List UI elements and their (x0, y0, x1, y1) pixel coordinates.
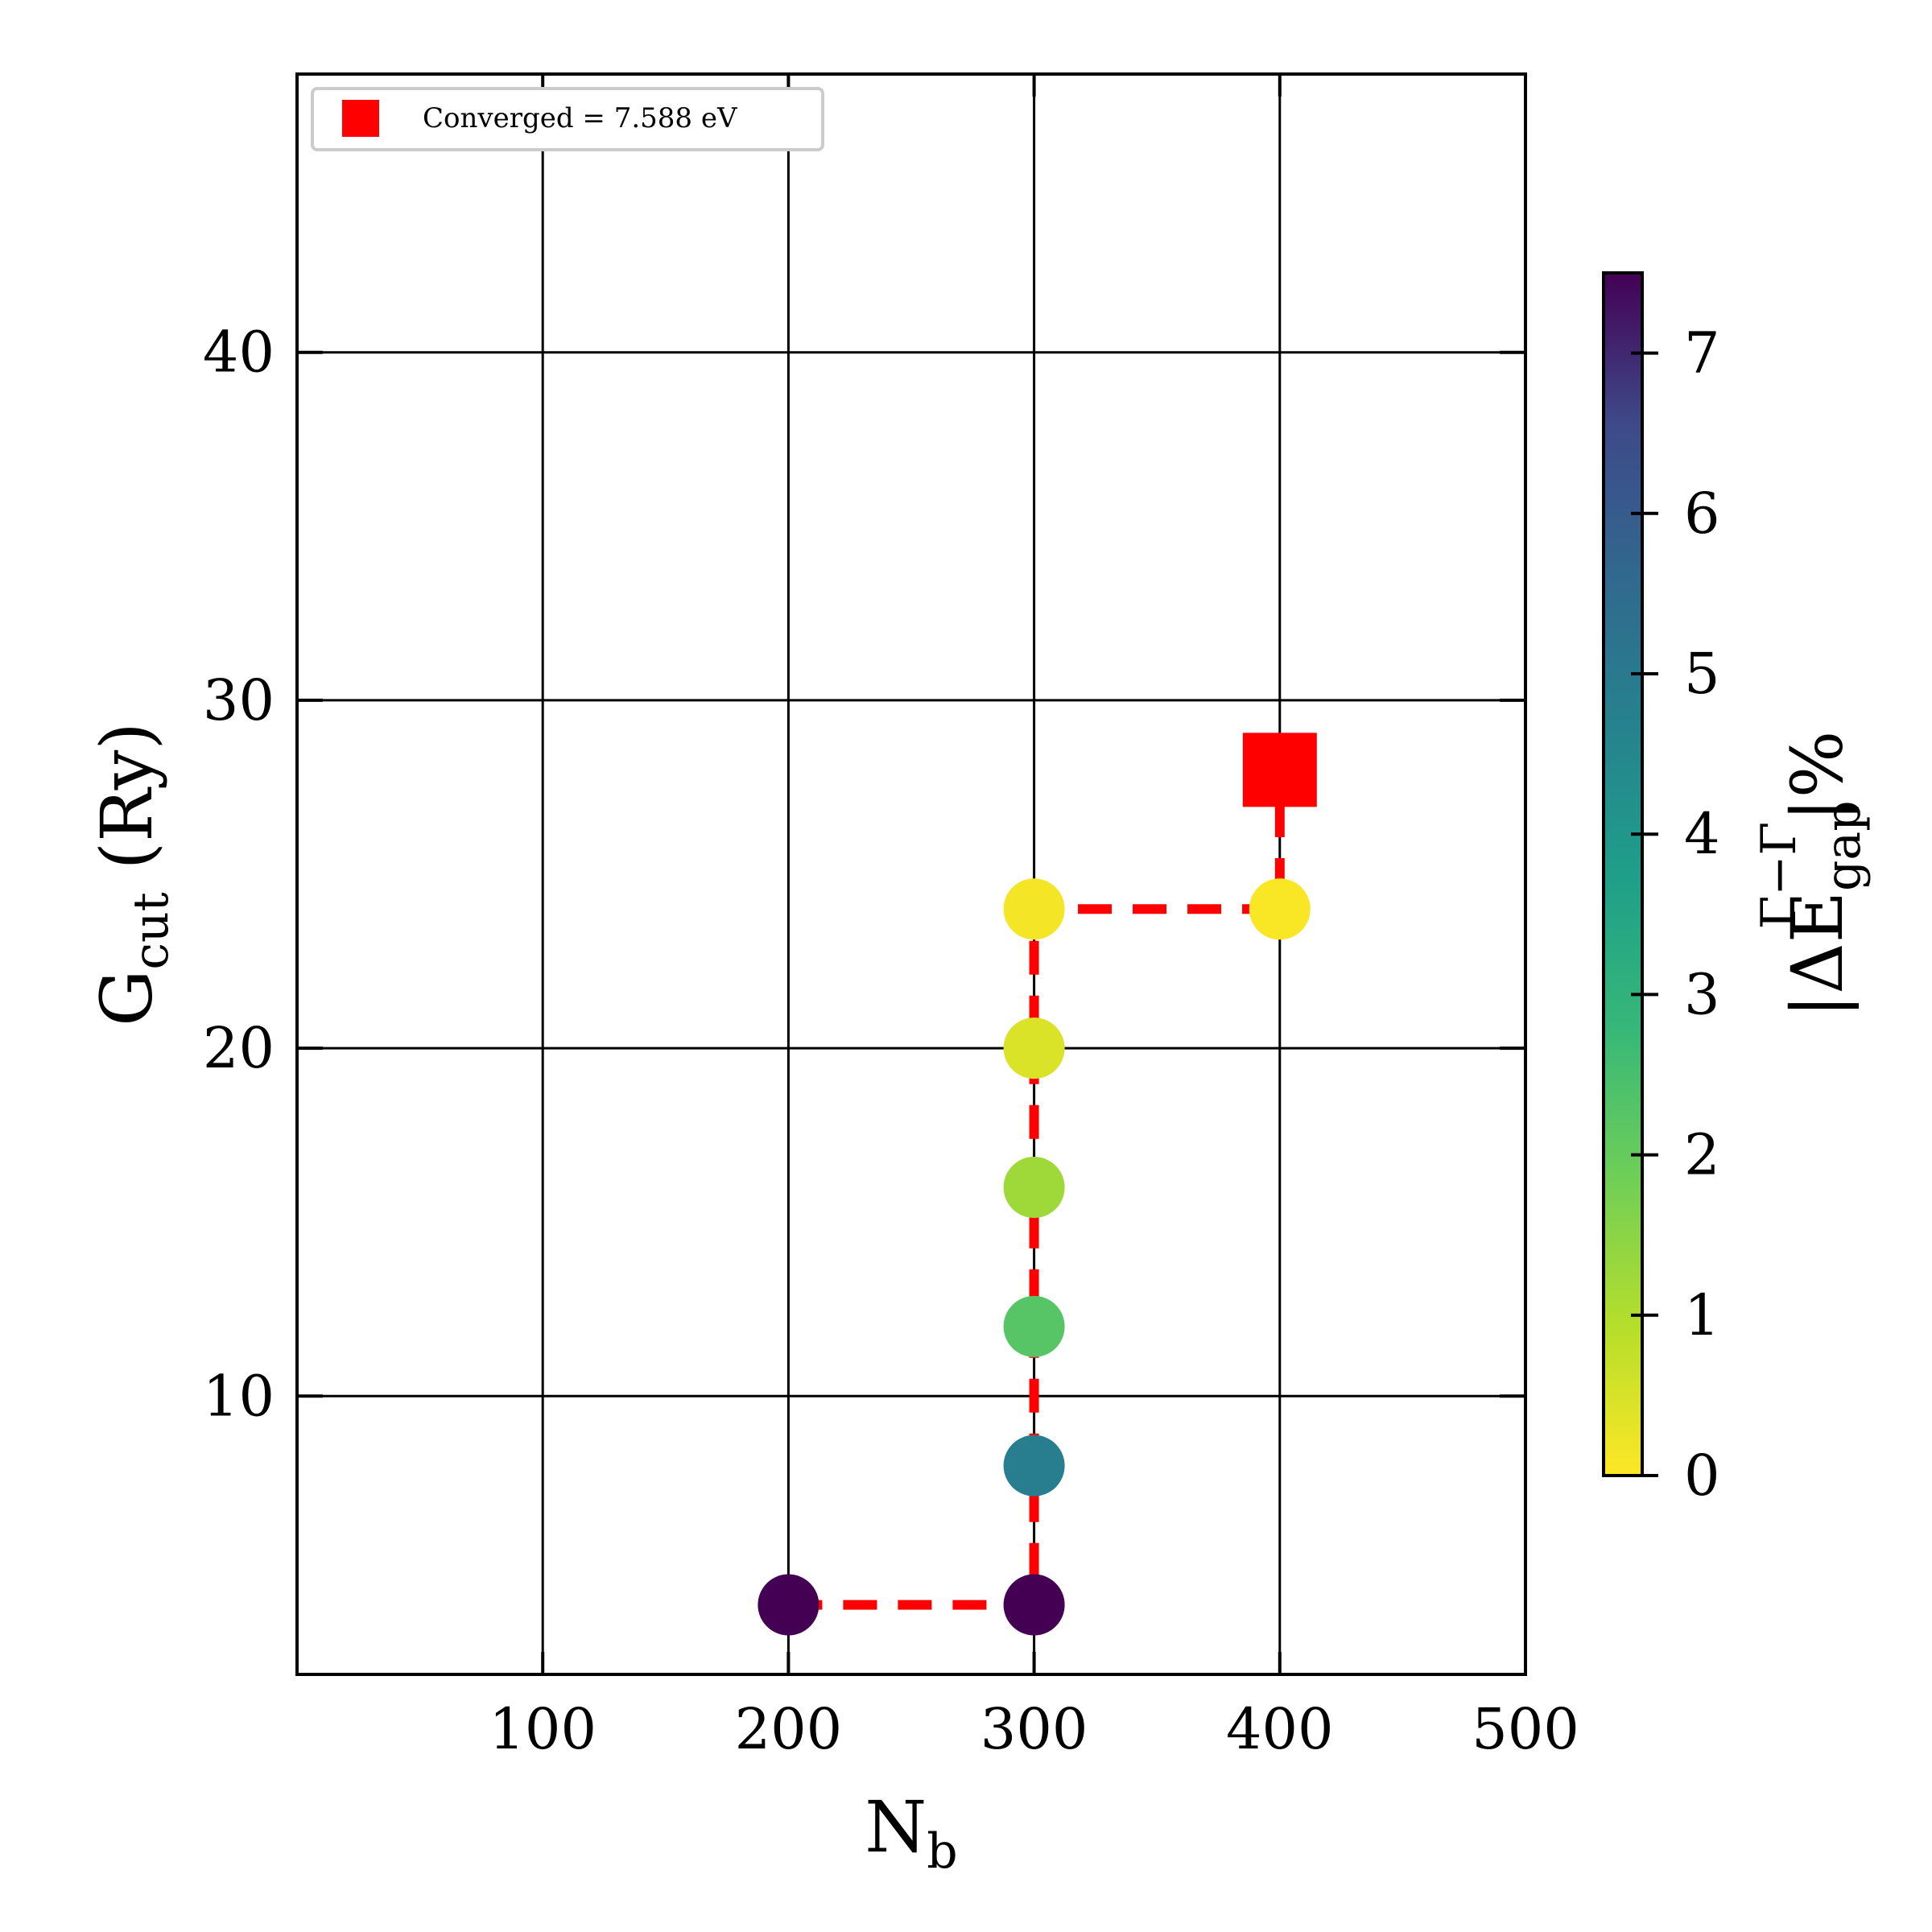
colorbar-tick-label-6: 6 (1684, 481, 1720, 547)
axis-ticks (297, 74, 1527, 1674)
colorbar-title: |ΔEgapΓ−Γ|% (1751, 731, 1872, 1018)
plot-frame (295, 72, 1527, 1676)
y-axis-title-suffix: (Ry) (85, 722, 168, 892)
x-tick-label-200: 200 (735, 1696, 843, 1762)
colorbar-tick-label-1: 1 (1684, 1282, 1720, 1348)
colorbar: 0 1 2 3 4 5 6 7 |ΔEgapΓ−Γ|% (1602, 271, 1872, 1509)
legend-label-converged: Converged = 7.588 eV (423, 102, 738, 134)
x-tick-label-300: 300 (980, 1696, 1088, 1762)
data-point-2 (1003, 1435, 1065, 1496)
colorbar-title-sup: Γ−Γ (1751, 822, 1807, 930)
data-point-6 (1003, 878, 1065, 940)
colorbar-frame (1602, 271, 1644, 1477)
colorbar-tick-label-4: 4 (1684, 801, 1720, 867)
legend: Converged = 7.588 eV (311, 87, 824, 151)
legend-marker-converged (342, 100, 379, 137)
x-axis-title: Nb (865, 1785, 957, 1880)
y-tick-label-20: 20 (203, 1015, 275, 1081)
y-tick-label-30: 30 (203, 667, 275, 733)
data-point-0 (758, 1574, 819, 1636)
x-axis-title-main: N (865, 1785, 927, 1868)
y-tick-label-40: 40 (203, 320, 275, 386)
legend-box (311, 87, 824, 151)
data-point-7 (1249, 878, 1311, 940)
data-point-4 (1003, 1156, 1065, 1218)
data-point-3 (1003, 1295, 1065, 1357)
colorbar-tick-label-3: 3 (1684, 961, 1720, 1027)
y-axis-title-main: G (85, 970, 168, 1026)
colorbar-tick-label-7: 7 (1684, 320, 1720, 386)
colorbar-title-prefix: |ΔE (1776, 891, 1859, 1018)
y-tick-label-10: 10 (203, 1363, 275, 1429)
data-point-5 (1003, 1018, 1065, 1080)
colorbar-gradient (1604, 273, 1642, 1476)
colorbar-tick-label-2: 2 (1684, 1122, 1720, 1188)
x-tick-label-100: 100 (489, 1696, 597, 1762)
x-axis-title-sub: b (927, 1823, 957, 1880)
colorbar-tick-label-0: 0 (1684, 1443, 1720, 1509)
colorbar-ticks: 0 1 2 3 4 5 6 7 (1631, 320, 1720, 1509)
grid-lines (297, 74, 1527, 1674)
x-tick-label-500: 500 (1472, 1696, 1579, 1762)
colorbar-tick-label-5: 5 (1684, 641, 1720, 707)
data-point-1 (1003, 1574, 1065, 1636)
colorbar-title-sub: gap (1815, 800, 1872, 891)
converged-marker (1242, 733, 1317, 807)
colorbar-title-suffix: |% (1776, 731, 1859, 822)
data-points-layer (758, 733, 1317, 1636)
x-tick-label-400: 400 (1226, 1696, 1334, 1762)
y-axis-title-sub: cut (123, 892, 180, 969)
tick-labels: 100 200 300 400 500 10 20 30 40 (203, 320, 1579, 1762)
y-axis-title: Gcut (Ry) (85, 722, 180, 1026)
